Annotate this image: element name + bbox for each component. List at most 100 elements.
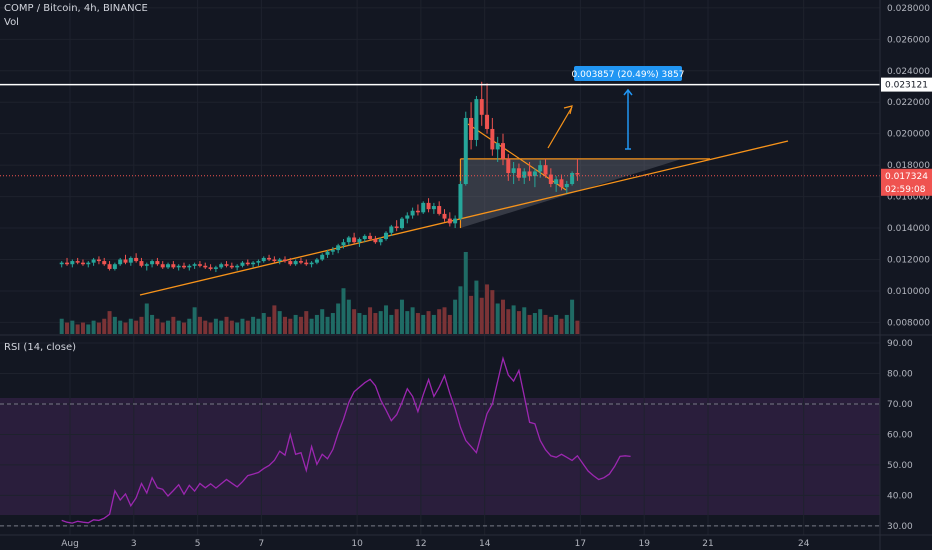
candle-body: [171, 264, 176, 268]
volume-bar: [240, 318, 245, 334]
candle-body: [70, 261, 75, 265]
rsi-axis[interactable]: 90.00 80.00 70.00 60.00 50.00 40.00 30.00: [887, 339, 913, 532]
candle-body: [123, 259, 128, 263]
time-axis[interactable]: Aug 3 5 7 10 12 14 17 19 21 24: [61, 539, 809, 549]
candle-body: [65, 262, 70, 265]
volume-bar: [368, 307, 373, 334]
candle-body: [564, 184, 569, 188]
price-tick-label: 0.028000: [887, 4, 930, 14]
candle-body: [378, 239, 383, 243]
volume-bar: [112, 316, 117, 334]
time-tick-label: 10: [351, 539, 363, 549]
volume-bar: [219, 320, 224, 334]
price-tick-label: 0.018000: [887, 161, 930, 171]
volume-bar: [155, 318, 160, 334]
candle-body: [272, 259, 277, 262]
volume-bar: [405, 311, 410, 334]
candle-body: [197, 264, 202, 266]
volume-bar: [506, 309, 511, 334]
candle-body: [219, 264, 224, 268]
volume-bar: [341, 288, 346, 334]
candle-body: [330, 250, 335, 252]
candle-body: [352, 237, 357, 243]
volume-bar: [336, 303, 341, 334]
volume-bar: [495, 303, 500, 334]
candle-body: [86, 262, 91, 265]
volume-bar: [208, 322, 213, 334]
candle-body: [410, 210, 415, 216]
rsi-tick-label: 70.00: [887, 400, 913, 410]
volume-bar: [277, 311, 282, 334]
volume-bar: [197, 316, 202, 334]
volume-bar: [123, 322, 128, 334]
countdown-label: 02:59:08: [885, 185, 926, 195]
price-tick-label: 0.008000: [887, 318, 930, 328]
volume-bar: [394, 309, 399, 334]
volume-legend[interactable]: Vol: [4, 17, 19, 28]
price-tick-label: 0.026000: [887, 35, 930, 45]
price-tick-label: 0.024000: [887, 67, 930, 77]
candle-body: [474, 99, 479, 140]
volume-bar: [453, 299, 458, 334]
candle-body: [309, 262, 314, 265]
candle-body: [224, 264, 229, 266]
volume-bar: [570, 299, 575, 334]
volume-bar: [261, 313, 266, 334]
candle-body: [442, 213, 447, 219]
candle-body: [415, 210, 420, 213]
measure-label-box: [574, 66, 682, 81]
volume-bar: [357, 313, 362, 334]
pattern-drawings: [139, 105, 789, 296]
volume-bar: [128, 318, 133, 334]
volume-bar: [80, 322, 85, 334]
candle-body: [532, 171, 537, 177]
candle-body: [447, 218, 452, 224]
volume-bar: [378, 311, 383, 334]
time-tick-label: 24: [798, 539, 810, 549]
candle-body: [229, 265, 234, 268]
candle-body: [469, 117, 474, 140]
resistance-price-label: 0.023121: [885, 81, 928, 91]
candle-body: [102, 261, 107, 265]
candle-body: [495, 143, 500, 150]
candle-body: [320, 254, 325, 260]
price-axis[interactable]: 0.028000 0.026000 0.024000 0.022000 0.020000…: [887, 4, 930, 329]
volume-bar: [437, 309, 442, 334]
candle-body: [166, 264, 171, 268]
rsi-legend[interactable]: RSI (14, close): [4, 342, 77, 353]
candle-body: [463, 117, 468, 185]
candle-body: [112, 264, 117, 269]
candle-body: [575, 173, 580, 175]
candle-body: [213, 267, 218, 269]
rsi-band: [0, 398, 880, 515]
candle-body: [479, 99, 484, 115]
candle-body: [346, 237, 351, 243]
candle-body: [293, 261, 298, 265]
candle-body: [554, 179, 559, 185]
symbol-legend[interactable]: COMP / Bitcoin, 4h, BINANCE: [4, 3, 148, 14]
volume-bar: [564, 314, 569, 334]
volume-bar: [538, 309, 543, 334]
candle-body: [506, 158, 511, 174]
volume-bar: [176, 320, 181, 334]
volume-bar: [304, 311, 309, 334]
candle-body: [134, 257, 139, 262]
rsi-tick-label: 30.00: [887, 522, 913, 532]
volume-bar: [330, 313, 335, 334]
candle-body: [559, 179, 564, 188]
volume-bar: [224, 316, 229, 334]
volume-bar: [187, 318, 192, 334]
volume-bar: [96, 322, 101, 334]
candle-body: [160, 264, 165, 268]
candle-body: [500, 143, 505, 159]
volume-bar: [485, 284, 490, 334]
volume-bar: [251, 316, 256, 334]
volume-bar: [245, 320, 250, 334]
volume-bar: [554, 314, 559, 334]
volume-bar: [256, 318, 261, 334]
volume-bar: [352, 309, 357, 334]
rsi-tick-label: 90.00: [887, 339, 913, 349]
volume-bar: [75, 324, 80, 334]
rsi-panel: [0, 355, 880, 527]
